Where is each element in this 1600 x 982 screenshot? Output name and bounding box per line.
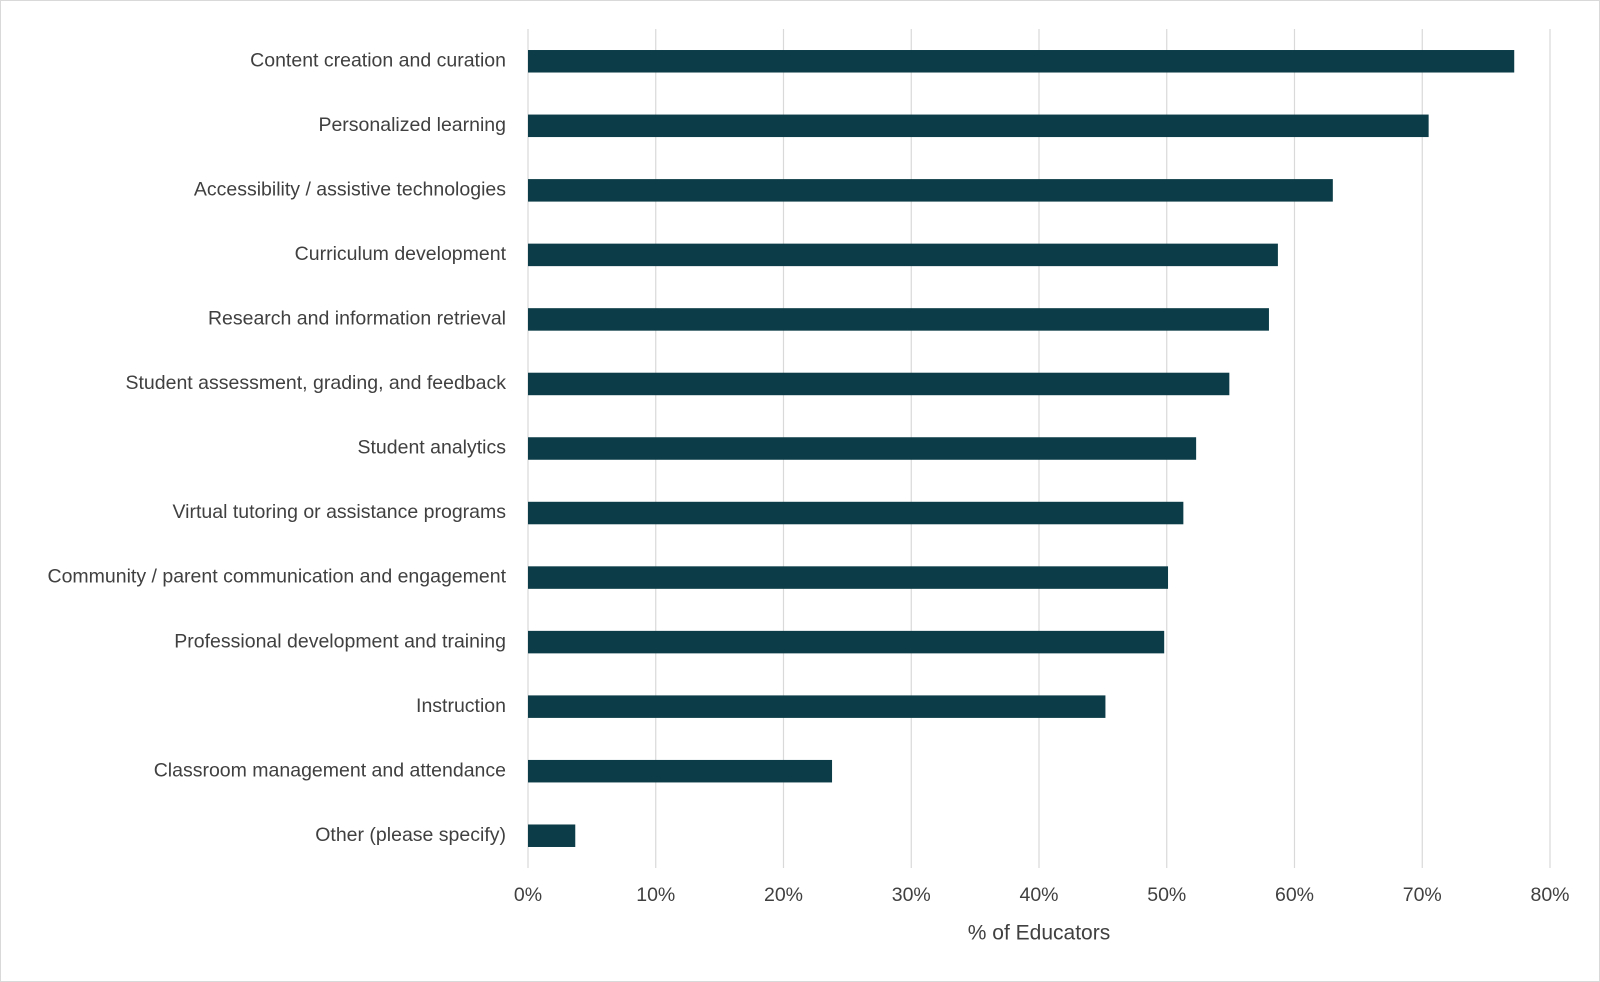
bar [528, 759, 833, 783]
bar [528, 243, 1278, 267]
y-tick-label: Accessibility / assistive technologies [194, 179, 506, 201]
bar [528, 630, 1165, 654]
x-axis-title: % of Educators [968, 922, 1110, 945]
bar [528, 437, 1197, 460]
bar [528, 501, 1184, 525]
y-tick-label: Virtual tutoring or assistance programs [173, 501, 507, 523]
bar [528, 308, 1269, 331]
x-tick-label: 50% [1147, 884, 1186, 906]
x-tick-label: 10% [636, 884, 675, 906]
x-tick-label: 30% [892, 884, 931, 906]
y-tick-label: Research and information retrieval [208, 308, 506, 330]
bar [528, 179, 1333, 202]
y-tick-label: Content creation and curation [250, 49, 506, 71]
x-tick-label: 70% [1403, 884, 1442, 906]
bar [528, 372, 1230, 396]
bar [528, 695, 1106, 718]
bar [528, 114, 1429, 138]
y-tick-label: Personalized learning [318, 114, 506, 136]
bar [528, 50, 1515, 73]
x-tick-label: 60% [1275, 884, 1314, 906]
x-tick-label: 40% [1019, 884, 1058, 906]
y-tick-label: Community / parent communication and eng… [48, 566, 507, 588]
y-tick-label: Classroom management and attendance [154, 759, 506, 781]
x-tick-label: 80% [1530, 884, 1569, 906]
x-tick-label: 0% [514, 884, 542, 906]
bar [528, 824, 576, 847]
bar [528, 566, 1169, 589]
y-tick-label: Curriculum development [295, 243, 507, 265]
y-tick-label: Other (please specify) [315, 824, 506, 846]
y-tick-label: Instruction [416, 695, 506, 717]
x-tick-label: 20% [764, 884, 803, 906]
y-tick-label: Professional development and training [174, 630, 506, 652]
y-tick-label: Student assessment, grading, and feedbac… [126, 372, 507, 394]
y-tick-label: Student analytics [357, 437, 506, 459]
